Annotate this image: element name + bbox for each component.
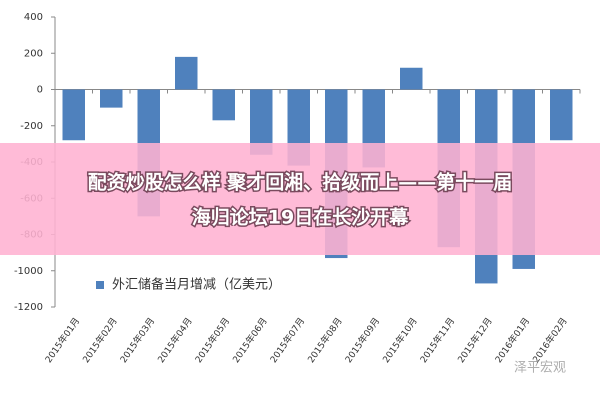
bar [175,56,198,90]
y-tick-label: -1000 [14,266,43,277]
banner-band [0,143,600,255]
banner-text: 海归论坛19日在长沙开幕 [192,206,409,229]
bar [212,89,235,121]
bar [62,89,85,141]
legend-label: 外汇储备当月增减（亿美元） [112,277,281,293]
y-tick-label: -1200 [14,302,43,313]
legend-swatch [96,281,104,289]
watermark: 泽平宏观 [514,361,566,376]
y-tick-label: 400 [24,12,43,23]
bar [400,67,423,90]
bar [250,89,273,155]
bar [550,89,573,141]
y-tick-label: 0 [37,85,43,96]
y-tick-label: 200 [24,48,43,59]
banner-text: 配资炒股怎么样 聚才回湘、拾级而上——第十一届 [88,171,513,194]
y-tick-label: -200 [20,121,43,132]
bar [100,89,123,108]
